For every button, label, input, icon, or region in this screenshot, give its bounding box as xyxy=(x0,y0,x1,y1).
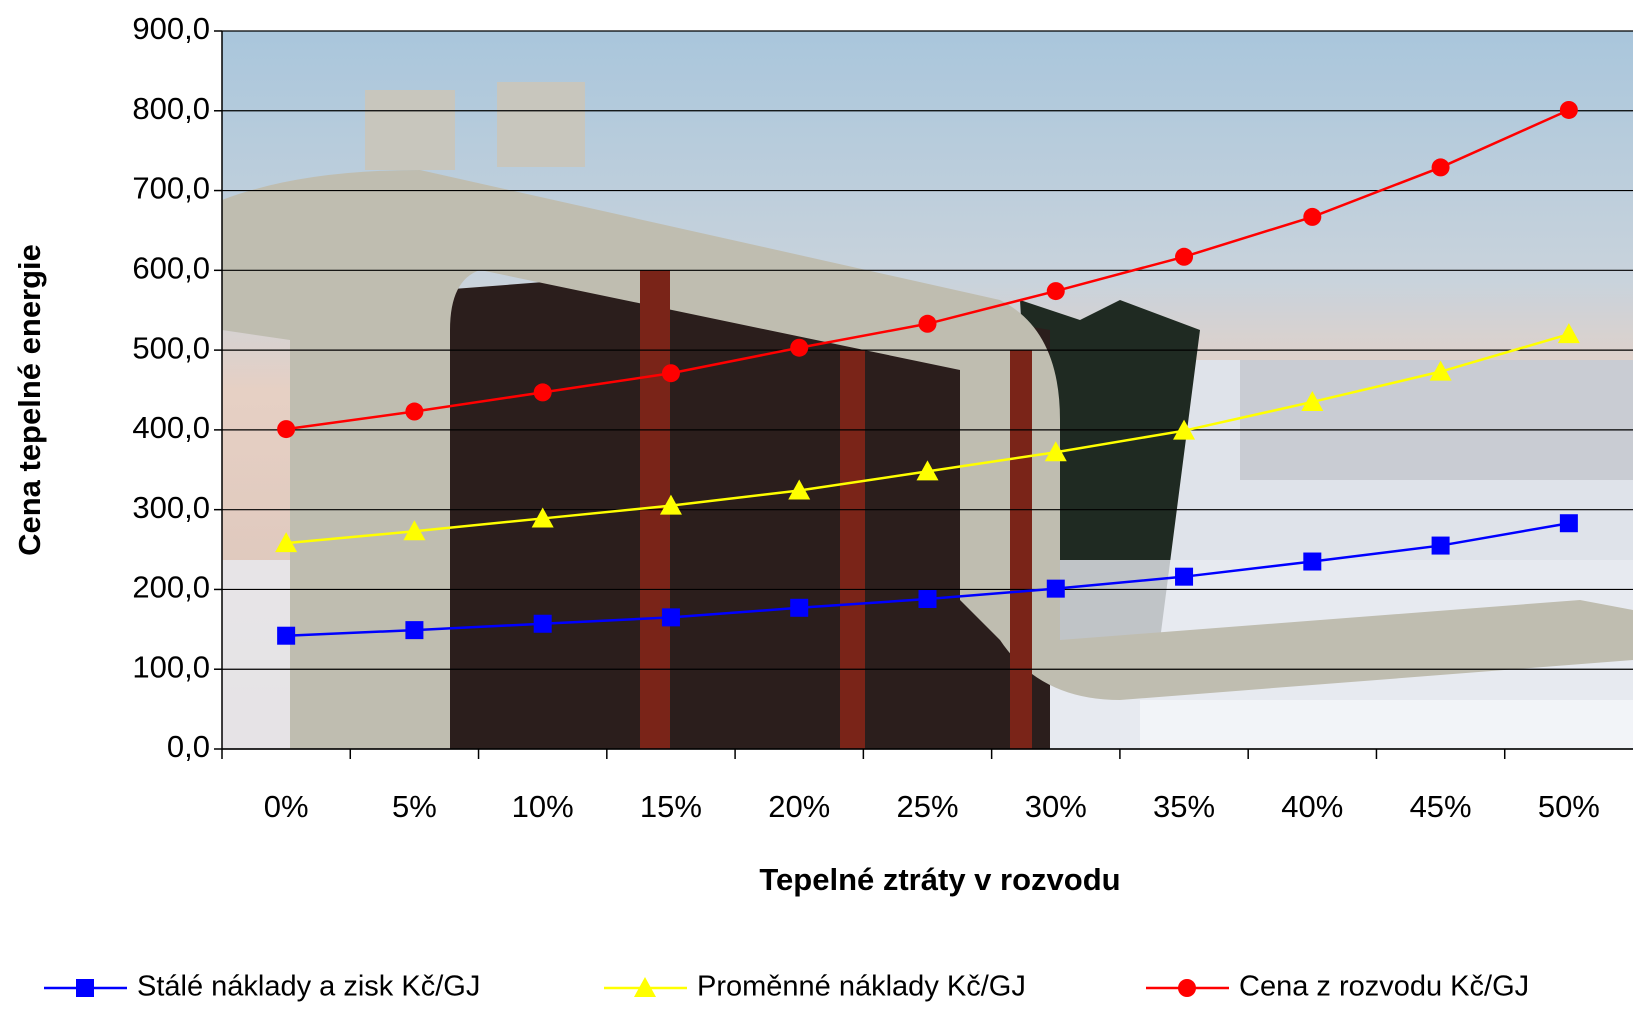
x-tick-label: 5% xyxy=(392,789,437,824)
data-point xyxy=(531,507,554,528)
y-tick-label: 300,0 xyxy=(132,490,210,525)
data-point xyxy=(918,590,937,609)
data-point xyxy=(1429,360,1452,381)
data-point xyxy=(1301,390,1324,411)
data-point xyxy=(1557,323,1580,344)
data-point xyxy=(1559,514,1578,533)
legend-label: Stálé náklady a zisk Kč/GJ xyxy=(137,971,480,1003)
data-point xyxy=(790,338,809,357)
legend-label: Proměnné náklady Kč/GJ xyxy=(697,971,1026,1003)
data-point xyxy=(277,626,296,645)
data-point xyxy=(1175,567,1194,586)
data-point xyxy=(1431,536,1450,555)
x-tick-label: 20% xyxy=(768,789,830,824)
x-tick-label: 45% xyxy=(1410,789,1472,824)
y-tick-label: 100,0 xyxy=(132,649,210,684)
x-tick-label: 15% xyxy=(640,789,702,824)
data-point xyxy=(1175,247,1194,266)
data-point xyxy=(790,598,809,617)
legend-label: Cena z rozvodu Kč/GJ xyxy=(1239,971,1529,1003)
x-tick-label: 50% xyxy=(1538,789,1600,824)
data-point xyxy=(405,621,424,640)
legend-marker xyxy=(76,979,94,997)
y-tick-label: 400,0 xyxy=(132,410,210,445)
data-point xyxy=(1173,419,1196,440)
x-tick-label: 0% xyxy=(264,789,309,824)
data-point xyxy=(788,479,811,500)
data-point xyxy=(1559,100,1578,119)
data-point xyxy=(1303,552,1322,571)
x-tick-label: 25% xyxy=(896,789,958,824)
y-tick-label: 200,0 xyxy=(132,570,210,605)
x-tick-label: 30% xyxy=(1025,789,1087,824)
data-point xyxy=(918,314,937,333)
y-axis-title: Cena tepelné energie xyxy=(12,244,47,556)
data-point xyxy=(659,494,682,515)
y-tick-label: 500,0 xyxy=(132,330,210,365)
y-tick-label: 600,0 xyxy=(132,251,210,286)
data-point xyxy=(1303,207,1322,226)
x-axis-title: Tepelné ztráty v rozvodu xyxy=(759,862,1120,897)
y-tick-label: 0,0 xyxy=(167,729,210,764)
x-tick-label: 40% xyxy=(1281,789,1343,824)
y-tick-label: 700,0 xyxy=(132,171,210,206)
data-point xyxy=(533,383,552,402)
x-tick-label: 10% xyxy=(512,789,574,824)
data-point xyxy=(1046,282,1065,301)
data-point xyxy=(1431,158,1450,177)
plot-background xyxy=(222,31,1633,749)
data-point xyxy=(916,460,939,481)
data-point xyxy=(405,402,424,421)
data-point xyxy=(533,614,552,633)
x-tick-label: 35% xyxy=(1153,789,1215,824)
y-tick-label: 900,0 xyxy=(132,11,210,46)
data-point xyxy=(661,364,680,383)
y-tick-label: 800,0 xyxy=(132,91,210,126)
data-point xyxy=(277,420,296,439)
data-point xyxy=(275,532,298,553)
data-point xyxy=(1046,579,1065,598)
data-point xyxy=(403,520,426,541)
legend-marker xyxy=(634,977,656,997)
legend-marker xyxy=(1178,979,1196,997)
data-point xyxy=(1044,441,1067,462)
data-point xyxy=(661,608,680,627)
